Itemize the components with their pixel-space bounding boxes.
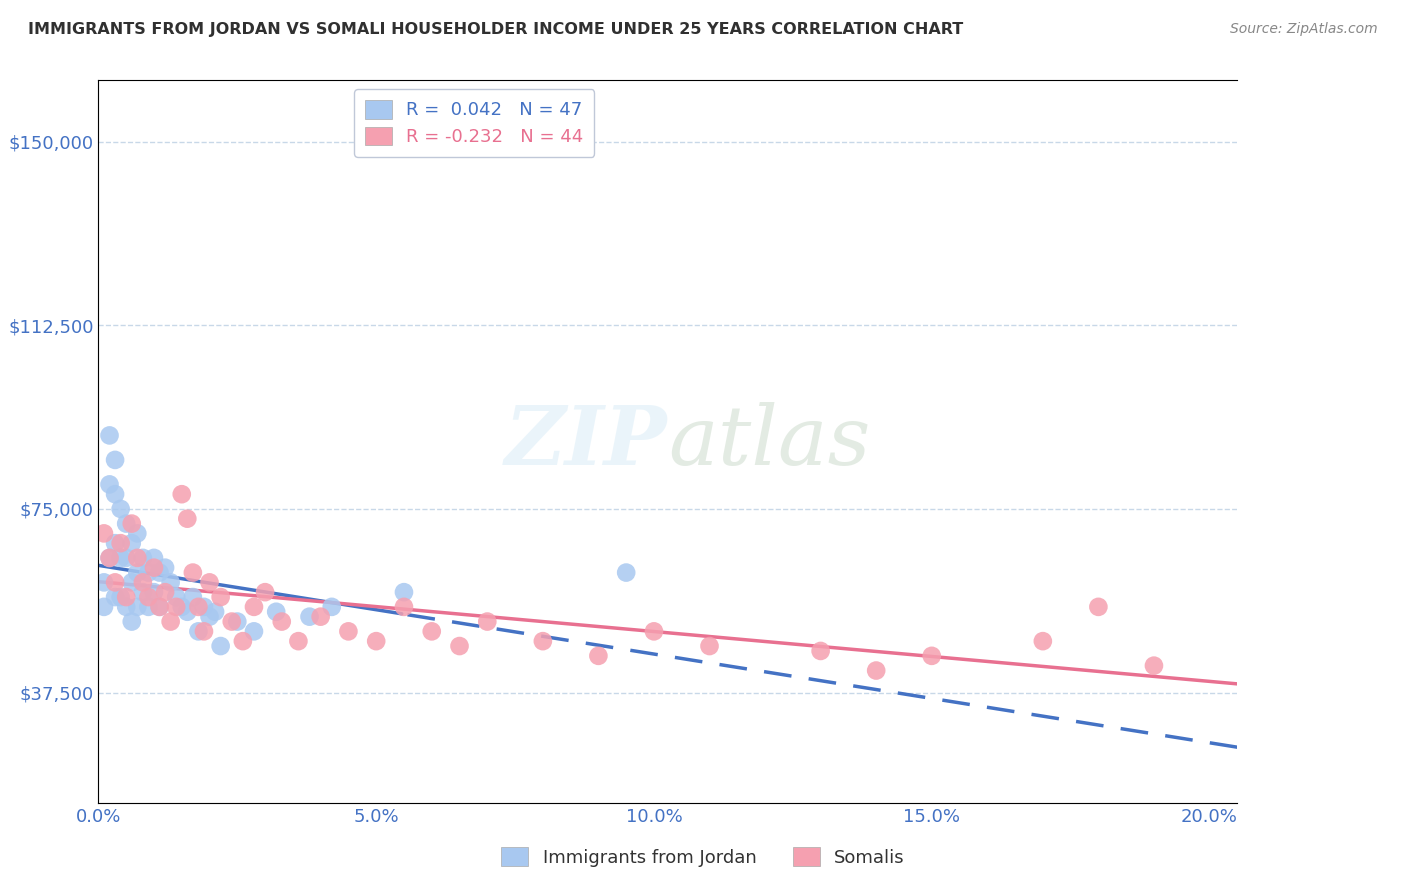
Point <box>104 487 127 501</box>
Point <box>420 624 443 639</box>
Point <box>121 516 143 531</box>
Point <box>132 550 155 565</box>
Point <box>132 585 155 599</box>
Legend: R =  0.042   N = 47, R = -0.232   N = 44: R = 0.042 N = 47, R = -0.232 N = 44 <box>354 89 595 157</box>
Point <box>865 664 887 678</box>
Point <box>148 599 170 614</box>
Point <box>643 624 665 639</box>
Point <box>321 599 343 614</box>
Point <box>159 615 181 629</box>
Point <box>187 624 209 639</box>
Point <box>127 526 149 541</box>
Point <box>153 585 176 599</box>
Point <box>104 536 127 550</box>
Point <box>176 605 198 619</box>
Point <box>287 634 309 648</box>
Point <box>165 599 187 614</box>
Point <box>98 550 121 565</box>
Point <box>127 566 149 580</box>
Point <box>98 428 121 442</box>
Point <box>181 590 204 604</box>
Point <box>449 639 471 653</box>
Point <box>337 624 360 639</box>
Point <box>127 550 149 565</box>
Point <box>181 566 204 580</box>
Point <box>198 609 221 624</box>
Point <box>209 639 232 653</box>
Point <box>159 575 181 590</box>
Point <box>699 639 721 653</box>
Point <box>127 599 149 614</box>
Point <box>110 590 132 604</box>
Point <box>176 511 198 525</box>
Point <box>392 585 415 599</box>
Point <box>104 575 127 590</box>
Point <box>138 599 160 614</box>
Point <box>221 615 243 629</box>
Point <box>270 615 292 629</box>
Point <box>110 550 132 565</box>
Point <box>187 599 209 614</box>
Point <box>477 615 499 629</box>
Point <box>115 590 138 604</box>
Text: Source: ZipAtlas.com: Source: ZipAtlas.com <box>1230 22 1378 37</box>
Point <box>121 536 143 550</box>
Point <box>392 599 415 614</box>
Point <box>93 526 115 541</box>
Point <box>810 644 832 658</box>
Point <box>264 605 287 619</box>
Point <box>1032 634 1054 648</box>
Point <box>143 585 166 599</box>
Point <box>98 477 121 491</box>
Point <box>143 560 166 574</box>
Point <box>226 615 249 629</box>
Point <box>104 453 127 467</box>
Point <box>148 566 170 580</box>
Text: ZIP: ZIP <box>505 401 668 482</box>
Point <box>588 648 610 663</box>
Point <box>198 575 221 590</box>
Legend: Immigrants from Jordan, Somalis: Immigrants from Jordan, Somalis <box>494 840 912 874</box>
Point <box>1087 599 1109 614</box>
Point <box>232 634 254 648</box>
Point <box>366 634 388 648</box>
Text: IMMIGRANTS FROM JORDAN VS SOMALI HOUSEHOLDER INCOME UNDER 25 YEARS CORRELATION C: IMMIGRANTS FROM JORDAN VS SOMALI HOUSEHO… <box>28 22 963 37</box>
Point <box>153 560 176 574</box>
Point <box>93 599 115 614</box>
Point <box>193 599 215 614</box>
Point <box>298 609 321 624</box>
Point <box>254 585 277 599</box>
Point <box>614 566 637 580</box>
Point <box>143 550 166 565</box>
Point <box>121 575 143 590</box>
Point <box>165 590 187 604</box>
Point <box>209 590 232 604</box>
Point <box>243 599 266 614</box>
Point <box>1143 658 1166 673</box>
Point <box>138 590 160 604</box>
Point <box>148 599 170 614</box>
Point <box>110 502 132 516</box>
Point <box>115 516 138 531</box>
Point <box>93 575 115 590</box>
Point <box>921 648 943 663</box>
Point <box>121 615 143 629</box>
Point <box>115 550 138 565</box>
Point <box>531 634 554 648</box>
Point <box>193 624 215 639</box>
Point <box>104 590 127 604</box>
Point <box>204 605 226 619</box>
Point <box>243 624 266 639</box>
Point <box>132 575 155 590</box>
Point <box>170 599 193 614</box>
Point <box>170 487 193 501</box>
Point <box>110 536 132 550</box>
Point <box>98 550 121 565</box>
Point <box>309 609 332 624</box>
Text: atlas: atlas <box>668 401 870 482</box>
Point <box>138 566 160 580</box>
Point <box>115 599 138 614</box>
